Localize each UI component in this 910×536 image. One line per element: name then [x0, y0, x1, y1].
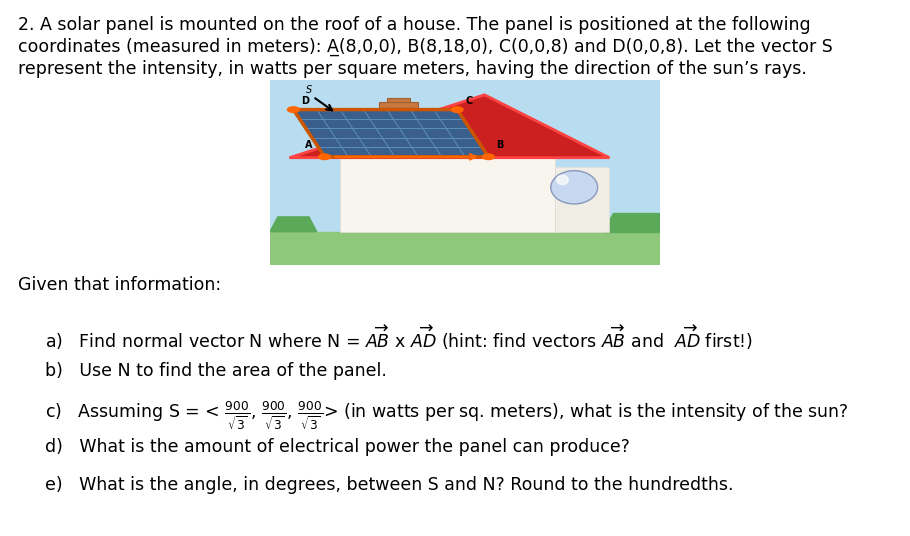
- Text: Given that information:: Given that information:: [18, 276, 221, 294]
- Circle shape: [451, 107, 463, 113]
- Text: A: A: [306, 140, 313, 150]
- Text: C: C: [465, 96, 472, 106]
- Bar: [340, 158, 555, 232]
- Circle shape: [318, 154, 330, 160]
- Text: c)   Assuming S = < $\frac{900}{\sqrt{3}}$, $\frac{900}{\sqrt{3}}$, $\frac{900}{: c) Assuming S = < $\frac{900}{\sqrt{3}}$…: [45, 400, 849, 433]
- Ellipse shape: [557, 175, 569, 184]
- Text: represent the intensity, in watts per square meters, having the direction of the: represent the intensity, in watts per sq…: [18, 60, 807, 78]
- Bar: [270, 232, 660, 265]
- Circle shape: [288, 107, 299, 113]
- Polygon shape: [293, 109, 489, 157]
- Text: coordinates (measured in meters): A̲(8,0,0), B(8,18,0), C(0,0,8) and D(0,0,8). L: coordinates (measured in meters): A̲(8,0…: [18, 38, 833, 56]
- Text: b)   Use N to find the area of the panel.: b) Use N to find the area of the panel.: [45, 362, 387, 380]
- Text: D: D: [301, 96, 309, 106]
- Text: 2. A solar panel is mounted on the roof of a house. The panel is positioned at t: 2. A solar panel is mounted on the roof …: [18, 16, 811, 34]
- Text: B: B: [496, 140, 503, 150]
- Bar: [555, 167, 610, 232]
- Polygon shape: [289, 95, 610, 158]
- Text: d)   What is the amount of electrical power the panel can produce?: d) What is the amount of electrical powe…: [45, 438, 630, 456]
- Bar: [387, 99, 410, 132]
- Ellipse shape: [551, 170, 598, 204]
- Text: e)   What is the angle, in degrees, between S and N? Round to the hundredths.: e) What is the angle, in degrees, betwee…: [45, 476, 733, 494]
- Bar: [379, 102, 419, 108]
- Text: a)   Find normal vector N where N = $\overrightarrow{AB}$ x $\overrightarrow{AD}: a) Find normal vector N where N = $\over…: [45, 324, 753, 353]
- Polygon shape: [602, 213, 660, 232]
- Text: S: S: [306, 85, 312, 95]
- Polygon shape: [270, 217, 317, 232]
- Circle shape: [482, 154, 494, 160]
